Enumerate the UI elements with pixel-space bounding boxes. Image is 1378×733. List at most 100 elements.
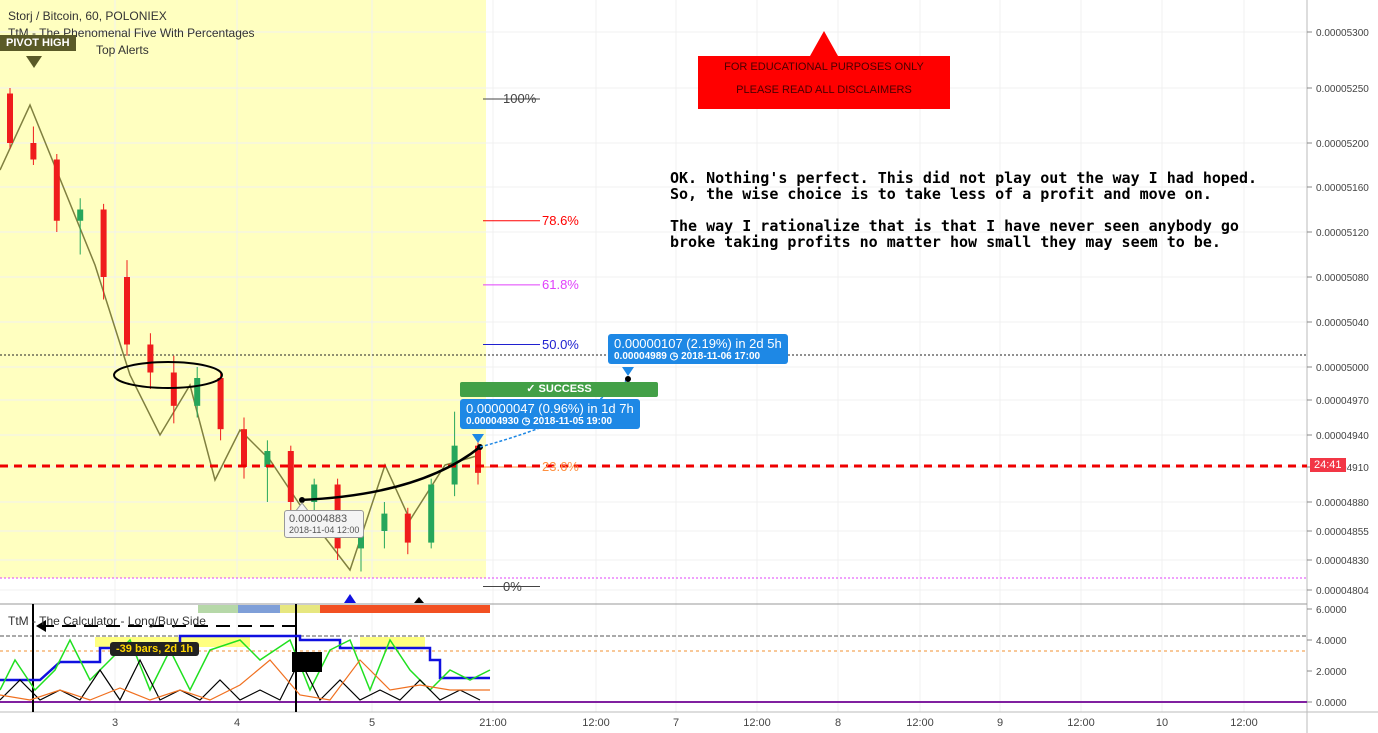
actual-price-box: 0.00000047 (0.96%) in 1d 7h 0.00004930 ◷… bbox=[460, 399, 640, 429]
zigzag-line bbox=[0, 103, 481, 572]
fib-label: 50.0% bbox=[542, 336, 579, 352]
candle-body bbox=[404, 513, 411, 543]
x-tick-label: 10 bbox=[1156, 717, 1168, 729]
actual-box-main: 0.00000047 (0.96%) in 1d 7h bbox=[466, 401, 634, 416]
y-tick-label: 0.00005080 bbox=[1316, 273, 1369, 284]
candle-body bbox=[7, 93, 13, 143]
y-tick-label: 0.00004970 bbox=[1316, 396, 1369, 407]
projection-curve bbox=[299, 446, 481, 502]
highlight-zone bbox=[0, 0, 486, 578]
candle-body bbox=[30, 143, 37, 160]
fib-label: 100% bbox=[503, 91, 537, 106]
candle-body bbox=[287, 451, 294, 502]
y-tick-label: 0.00004830 bbox=[1316, 556, 1369, 567]
signal-strip-4 bbox=[320, 605, 490, 613]
y-tick-label: 0.00004804 bbox=[1316, 586, 1369, 597]
x-tick-label: 8 bbox=[835, 717, 841, 729]
candle-body bbox=[77, 209, 84, 221]
candle-body bbox=[53, 159, 60, 221]
commentary-line-4: broke taking profits no matter how small… bbox=[670, 233, 1221, 251]
countdown-badge: 24:41 bbox=[1310, 458, 1346, 472]
target-point bbox=[625, 376, 631, 382]
y-tick-label: 0.00004855 bbox=[1316, 527, 1369, 538]
candle-body bbox=[194, 378, 201, 406]
candle-body bbox=[124, 277, 130, 345]
candle-body bbox=[475, 445, 481, 473]
disclaimer-box: FOR EDUCATIONAL PURPOSES ONLY PLEASE REA… bbox=[698, 56, 950, 109]
fib-levels bbox=[483, 98, 540, 588]
indicator-title-2: Top Alerts bbox=[96, 43, 149, 57]
calc-tick-label: 6.0000 bbox=[1316, 605, 1347, 616]
x-tick-label: 12:00 bbox=[743, 717, 771, 729]
y-tick-label: 0.00005120 bbox=[1316, 228, 1369, 239]
disclaimer-line-1: FOR EDUCATIONAL PURPOSES ONLY bbox=[724, 61, 924, 73]
calc-arrow-head-icon bbox=[36, 620, 46, 632]
x-tick-label: 12:00 bbox=[582, 717, 610, 729]
candle-body bbox=[147, 344, 154, 373]
entry-tooltip-date: 2018-11-04 12:00 bbox=[289, 525, 360, 535]
calc-black-line bbox=[0, 658, 481, 702]
candle-body bbox=[311, 484, 318, 502]
symbol-title: Storj / Bitcoin, 60, POLONIEX bbox=[8, 9, 167, 23]
target-price-box: 0.00000107 (2.19%) in 2d 5h 0.00004989 ◷… bbox=[608, 334, 788, 364]
x-tick-label: 9 bbox=[997, 717, 1003, 729]
pivot-high-label: PIVOT HIGH bbox=[0, 35, 76, 51]
target-box-main: 0.00000107 (2.19%) in 2d 5h bbox=[614, 336, 782, 351]
disclaimer-line-2: PLEASE READ ALL DISCLAIMERS bbox=[736, 84, 912, 96]
y-tick-label: 0.00005160 bbox=[1316, 183, 1369, 194]
entry-tooltip: 0.00004883 2018-11-04 12:00 bbox=[284, 510, 365, 538]
calc-black-block bbox=[292, 652, 322, 672]
signal-strip-3 bbox=[280, 605, 320, 613]
actual-box-pointer bbox=[472, 434, 484, 443]
y-tick-label: 0.00005040 bbox=[1316, 318, 1369, 329]
pivot-arrow-icon bbox=[26, 56, 42, 68]
candle-body bbox=[241, 429, 247, 467]
y-tick-label: 0.00004940 bbox=[1316, 431, 1369, 442]
y-tick-label: 0.00004880 bbox=[1316, 498, 1369, 509]
commentary-line-2: So, the wise choice is to take less of a… bbox=[670, 185, 1212, 203]
y-tick-label: 0.00005200 bbox=[1316, 139, 1369, 150]
calculator-title: TtM - The Calculator - Long/Buy Side bbox=[8, 614, 206, 628]
calc-tick-label: 2.0000 bbox=[1316, 667, 1347, 678]
disclaimer-arrow bbox=[810, 31, 838, 56]
candle-body bbox=[358, 531, 364, 549]
signal-strip-2 bbox=[238, 605, 280, 613]
candle-body bbox=[170, 372, 177, 406]
fib-label: 23.6% bbox=[542, 459, 579, 474]
y-tick-label: 0.00005250 bbox=[1316, 84, 1369, 95]
fib-label: 0% bbox=[503, 578, 522, 594]
actual-box-sub: 0.00004930 ◷ 2018-11-05 19:00 bbox=[466, 416, 613, 427]
candle-body bbox=[100, 209, 107, 277]
target-box-sub: 0.00004989 ◷ 2018-11-06 17:00 bbox=[614, 351, 761, 362]
signal-strip-1 bbox=[198, 605, 238, 613]
fib-label: 78.6% bbox=[542, 212, 579, 228]
x-tick-label: 4 bbox=[234, 717, 240, 729]
bars-badge: -39 bars, 2d 1h bbox=[110, 642, 200, 656]
calc-orange-line bbox=[0, 659, 490, 701]
entry-tooltip-price: 0.00004883 bbox=[289, 513, 348, 525]
fib-label: 61.8% bbox=[542, 276, 579, 292]
calc-tick-label: 0.0000 bbox=[1316, 698, 1347, 709]
time-axis[interactable]: 3 4 5 21:00 12:00 7 12:00 8 12:00 9 12:00 10 12:00 bbox=[112, 717, 1258, 729]
x-tick-label: 12:00 bbox=[1067, 717, 1095, 729]
commentary-line-1: OK. Nothing's perfect. This did not play… bbox=[670, 169, 1257, 187]
calc-tick-label: 4.0000 bbox=[1316, 636, 1347, 647]
y-tick-label: 0.00005300 bbox=[1316, 28, 1369, 39]
candle-body bbox=[264, 451, 271, 467]
signal-up-icon bbox=[344, 594, 356, 603]
price-axis[interactable]: 0.00005300 0.00005250 0.00005200 0.00005160… bbox=[1307, 28, 1369, 597]
candle-body bbox=[428, 484, 435, 543]
calc-axis: 6.0000 4.0000 2.0000 0.0000 bbox=[1307, 605, 1347, 709]
x-tick-label: 12:00 bbox=[1230, 717, 1258, 729]
entry-point bbox=[299, 497, 305, 503]
calc-blue-line bbox=[0, 634, 490, 682]
calc-green-line bbox=[0, 638, 491, 693]
signal-black-icon bbox=[414, 597, 424, 603]
y-tick-label: 0.00005000 bbox=[1316, 363, 1369, 374]
target-box-pointer bbox=[622, 367, 634, 376]
candle-body bbox=[217, 378, 224, 430]
x-tick-label: 7 bbox=[673, 717, 679, 729]
consolidation-ellipse bbox=[113, 361, 223, 389]
candle-body bbox=[381, 513, 388, 531]
